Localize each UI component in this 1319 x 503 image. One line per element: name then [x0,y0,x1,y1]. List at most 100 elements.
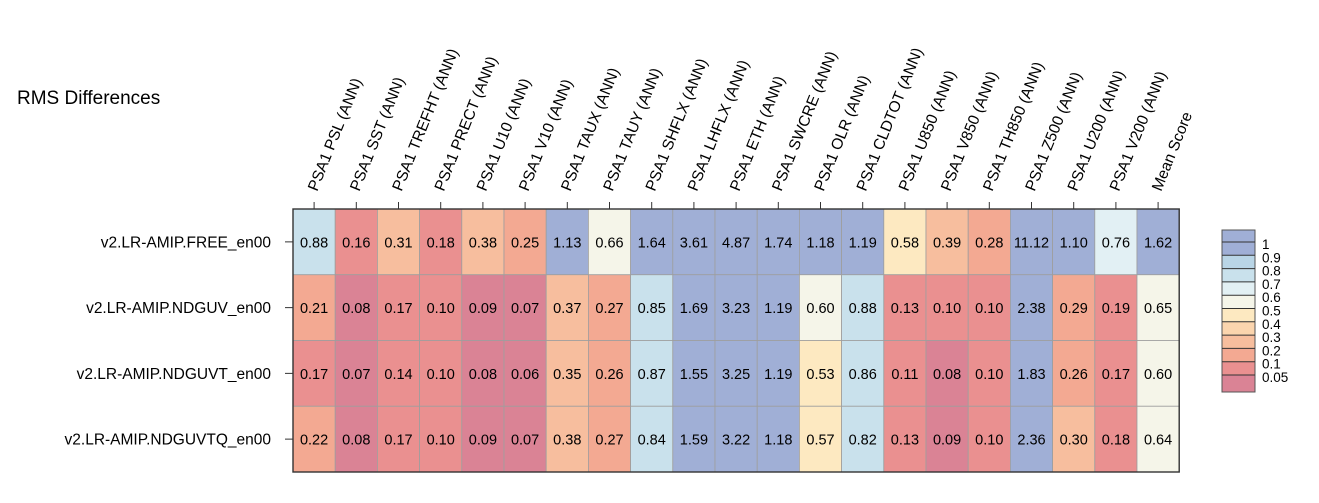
cell-value-label: 0.60 [1144,367,1172,383]
cell-value-label: 0.09 [469,433,497,449]
cell-value-label: 0.58 [891,235,919,251]
row-label: v2.LR-AMIP.NDGUVT_en00 [77,366,272,383]
cell-value-label: 0.10 [975,301,1003,317]
heatmap-cell [503,340,547,407]
cell-value-label: 3.61 [680,235,708,251]
heatmap-cell [503,208,547,276]
cell-value-label: 0.26 [1060,367,1088,383]
cell-value-label: 0.25 [511,235,539,251]
cell-value-label: 0.66 [595,235,623,251]
colorbar-segment [1222,348,1255,362]
heatmap-cell [334,405,378,473]
row-label: v2.LR-AMIP.NDGUV_en00 [86,300,271,317]
cell-value-label: 1.69 [680,301,708,317]
colorbar-segment [1222,295,1255,309]
cell-value-label: 1.19 [764,367,792,383]
cell-value-label: 0.08 [342,433,370,449]
chart-title: RMS Differences [17,88,161,109]
cell-value-label: 0.82 [849,433,877,449]
cell-value-label: 1.59 [680,433,708,449]
cell-value-label: 0.13 [891,433,919,449]
colorbar-segment [1222,255,1255,269]
cell-value-label: 2.36 [1017,433,1045,449]
colorbar-segment [1222,375,1255,392]
cell-value-label: 0.31 [384,235,412,251]
cell-value-label: 0.26 [595,367,623,383]
heatmap-cell [1052,405,1096,473]
heatmap-cell [334,340,378,407]
cell-value-label: 0.19 [1102,301,1130,317]
cell-value-label: 0.11 [891,367,918,383]
cell-value-label: 0.10 [427,433,455,449]
cell-value-label: 0.18 [1102,433,1130,449]
cell-value-label: 0.27 [595,433,623,449]
cell-value-label: 1.64 [638,235,666,251]
heatmap-cell [799,274,843,341]
colorbar-label: 0.8 [1262,264,1281,279]
cell-value-label: 0.14 [384,367,412,383]
colorbar-label: 0.4 [1262,317,1281,332]
cell-value-label: 0.10 [975,367,1003,383]
colorbar-segment [1222,308,1255,322]
colorbar-segment [1222,335,1255,349]
heatmap-cell [883,274,927,341]
colorbar-label: 0.05 [1262,370,1288,385]
heatmap-cell [1136,274,1180,341]
cell-value-label: 1.62 [1144,235,1172,251]
cell-value-label: 1.55 [680,367,708,383]
heatmap-cell [545,208,589,276]
heatmap-cell [292,340,336,407]
heatmap-cell [1094,340,1138,407]
heatmap-cell [841,340,885,407]
cell-value-label: 0.17 [384,301,412,317]
cell-value-label: 0.76 [1102,235,1130,251]
cell-value-label: 0.17 [1102,367,1130,383]
cell-value-label: 3.25 [722,367,750,383]
heatmap-cell [292,274,336,341]
cell-value-label: 0.86 [849,367,877,383]
cell-value-label: 0.85 [638,301,666,317]
row-label: v2.LR-AMIP.FREE_en00 [101,234,272,251]
heatmap-cell [925,340,969,407]
colorbar-label: 0.7 [1262,277,1281,292]
cell-value-label: 0.88 [300,235,328,251]
cell-value-label: 0.65 [1144,301,1172,317]
cell-value-label: 3.22 [722,433,750,449]
cell-value-label: 3.23 [722,301,750,317]
cell-value-label: 0.09 [469,301,497,317]
colorbar-label: 0.1 [1262,357,1281,372]
cell-value-label: 0.10 [427,367,455,383]
heatmap-cell [630,208,674,276]
heatmap-cell [925,274,969,341]
heatmap-cell [714,208,758,276]
heatmap-cell [756,405,800,473]
heatmap-cell [799,208,843,276]
colorbar-segment [1222,321,1255,336]
heatmap-cell [630,405,674,473]
colorbar-label: 0.5 [1262,304,1281,319]
cell-value-label: 4.87 [722,235,750,251]
heatmap-cell [1094,274,1138,341]
cell-value-label: 0.39 [933,235,961,251]
heatmap-cell [756,274,800,341]
cell-value-label: 0.17 [300,367,328,383]
heatmap-cell [672,340,716,407]
cell-value-label: 0.38 [553,433,581,449]
cell-value-label: 0.88 [849,301,877,317]
cell-value-label: 0.06 [511,367,539,383]
heatmap-cell [756,340,800,407]
heatmap-cell [799,340,843,407]
heatmap-cell [672,405,716,473]
colorbar-label: 1 [1262,237,1270,252]
heatmap-cell [419,274,463,341]
colorbar-label: 0.2 [1262,343,1281,358]
cell-value-label: 0.10 [975,433,1003,449]
cell-value-label: 0.28 [975,235,1003,251]
heatmap-cell [883,405,927,473]
cell-value-label: 0.08 [342,301,370,317]
colorbar-segment [1222,242,1255,256]
heatmap-cell [588,405,632,473]
cell-value-label: 1.13 [553,235,581,251]
colorbar-label: 0.6 [1262,290,1281,305]
cell-value-label: 0.16 [342,235,370,251]
